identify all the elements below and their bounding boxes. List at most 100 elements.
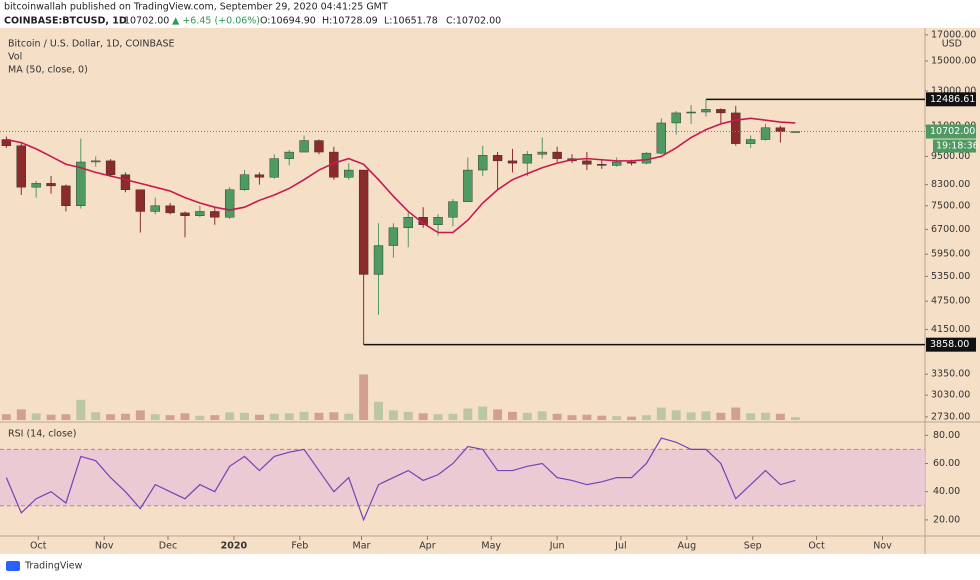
y-tick-label: 3030.00 — [931, 390, 970, 401]
volume-bar — [537, 411, 547, 420]
price: 10702.00 — [124, 16, 169, 27]
y-tick-label: 6700.00 — [931, 224, 970, 235]
volume-bar — [761, 412, 770, 420]
candle-body — [597, 164, 607, 166]
candle-body — [760, 127, 771, 140]
ohlc-close: C:10702.00 — [446, 16, 501, 27]
x-tick-label: Mar — [353, 541, 371, 552]
candle-body — [552, 151, 562, 159]
volume-bar — [225, 412, 235, 420]
x-tick-label: 2020 — [221, 541, 248, 552]
y-tick-label: 17000.00 — [931, 29, 976, 40]
candle-body — [61, 185, 71, 207]
volume-bar — [790, 417, 800, 420]
hline-label: 12486.61 — [930, 94, 975, 105]
volume-bar — [418, 413, 428, 420]
volume-bar — [433, 414, 443, 420]
candle-body — [16, 145, 26, 188]
candle-body — [46, 183, 56, 187]
candle-body — [135, 189, 146, 212]
volume-bar — [314, 412, 324, 420]
candle-body — [492, 155, 503, 162]
hline-label: 3858.00 — [930, 339, 969, 350]
candle-body — [120, 174, 131, 190]
candle-body — [165, 205, 175, 214]
candle-body — [463, 169, 473, 202]
footer[interactable]: TradingView — [6, 561, 83, 572]
x-tick-label: May — [481, 541, 501, 552]
candle-body — [433, 217, 443, 225]
volume-bar — [46, 414, 56, 420]
candle-body — [76, 161, 86, 207]
y-tick-label: 4150.00 — [931, 324, 970, 335]
candle-body — [626, 161, 637, 164]
y-tick-label: 4750.00 — [931, 296, 970, 307]
price-badge — [926, 124, 976, 139]
brand: TradingView — [24, 561, 83, 572]
y-tick-label: 8300.00 — [931, 179, 970, 190]
y-tick-label: 13000.00 — [931, 85, 976, 96]
volume-bar — [61, 414, 71, 420]
candle-body — [314, 140, 324, 153]
volume-bar — [344, 413, 354, 420]
candle-body — [656, 122, 666, 154]
candle-body — [358, 169, 369, 275]
candle-body — [641, 152, 652, 164]
rsi-band — [0, 449, 925, 506]
rsi-y-tick-label: 40.00 — [933, 486, 960, 497]
candle-body — [716, 109, 726, 114]
ohlc-open: O:10694.90 — [260, 16, 316, 27]
volume-bar — [16, 409, 26, 420]
candle-body — [701, 109, 711, 113]
candle-body — [478, 155, 488, 171]
volume-bar — [612, 416, 622, 420]
volume-bar — [567, 415, 577, 420]
x-tick-label: Nov — [873, 541, 892, 552]
volume-bar — [731, 407, 741, 420]
rsi-line — [5, 437, 796, 522]
symbol-line: COINBASE:BTCUSD, 1D 10702.00 ▲ +6.45 (+0… — [4, 16, 501, 27]
rsi-y-tick-label: 80.00 — [933, 430, 960, 441]
volume-bar — [31, 413, 41, 420]
x-tick-label: Nov — [95, 541, 114, 552]
volume-bar — [240, 412, 250, 420]
candle-body — [686, 111, 696, 114]
candle-body — [612, 161, 622, 166]
x-tick-label: Jul — [614, 541, 626, 552]
rsi-y-tick-label: 20.00 — [933, 514, 960, 525]
chart-title: Bitcoin / U.S. Dollar, 1D, COINBASE — [8, 39, 175, 50]
y-tick-label: 3350.00 — [931, 369, 970, 380]
candle-body — [522, 154, 533, 164]
y-tick-label: 9500.00 — [931, 151, 970, 162]
logo — [6, 561, 20, 571]
volume-bar — [671, 410, 681, 420]
y-tick-label: 5350.00 — [931, 271, 970, 282]
candle-body — [671, 112, 681, 124]
volume-bar — [641, 415, 651, 420]
volume-bar — [329, 412, 339, 420]
volume-bar — [463, 408, 473, 420]
volume-bar — [508, 411, 517, 420]
candle-body — [373, 245, 384, 275]
volume-bar — [195, 415, 205, 420]
x-tick-label: Feb — [291, 541, 308, 552]
candle-body — [418, 217, 428, 225]
candle-body — [195, 211, 205, 216]
candle-body — [269, 158, 279, 178]
volume-bar — [120, 413, 130, 420]
volume-bar — [284, 413, 294, 420]
x-tick-label: Dec — [159, 541, 177, 552]
countdown-badge — [933, 139, 976, 153]
volume-bar — [91, 412, 101, 420]
candle-body — [775, 127, 786, 132]
candle-body — [507, 160, 518, 164]
volume-bar — [493, 409, 503, 420]
candle-body — [537, 151, 547, 155]
y-tick-label: 7500.00 — [931, 200, 970, 211]
volume-bar — [597, 415, 607, 420]
x-tick-label: Sep — [744, 541, 762, 552]
candle-body — [448, 201, 458, 218]
volume-legend: Vol — [8, 52, 22, 63]
candle-body — [105, 160, 116, 175]
